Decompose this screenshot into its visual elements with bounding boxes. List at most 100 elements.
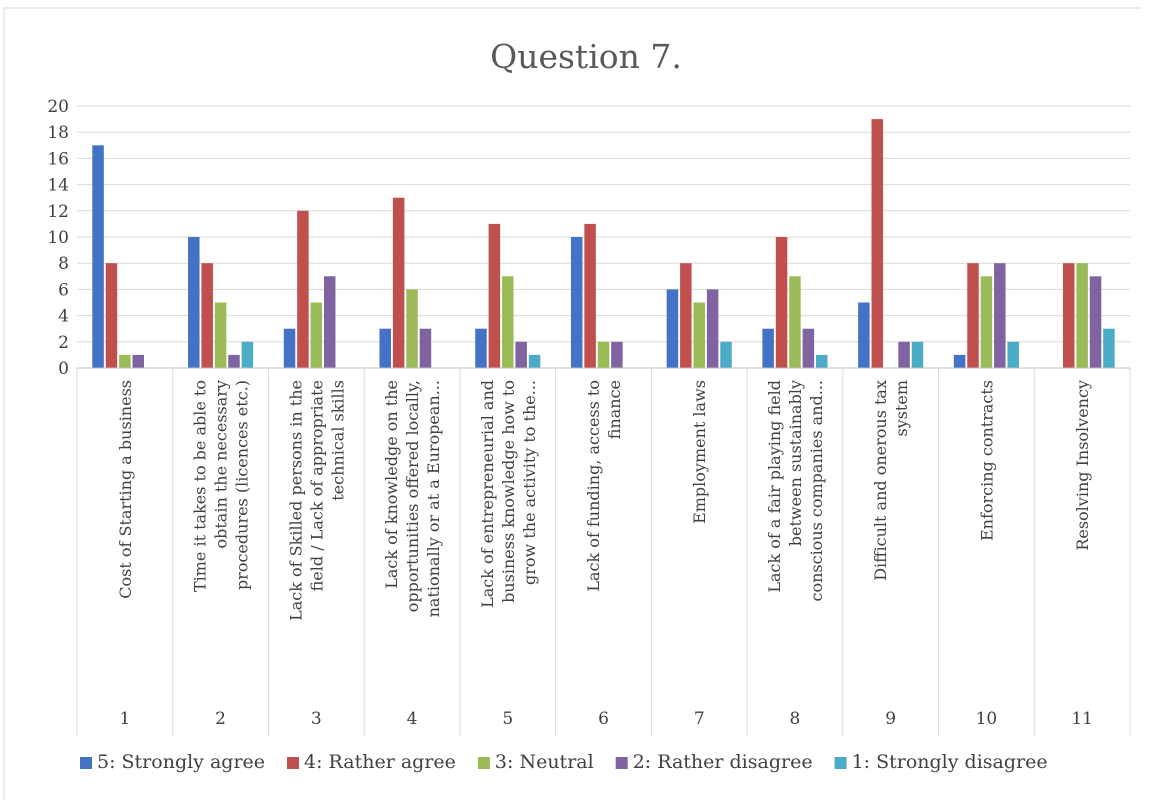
bar [1103, 328, 1115, 368]
bar [611, 341, 623, 368]
bar [762, 328, 774, 368]
y-tick-label: 10 [47, 228, 69, 248]
bar [898, 341, 910, 368]
chart-border [3, 7, 1140, 800]
y-tick-label: 20 [47, 97, 69, 117]
bar [680, 263, 692, 368]
bar [597, 341, 610, 368]
bar [775, 237, 788, 368]
bar [392, 197, 405, 368]
bar [475, 328, 487, 368]
bar [584, 223, 596, 368]
bar [419, 328, 432, 368]
chart-title: Question 7. [490, 37, 682, 76]
legend-label: 3: Neutral [495, 751, 594, 773]
bar [297, 210, 309, 368]
bars [92, 119, 1115, 368]
group-label: 5 [502, 709, 513, 729]
bar [706, 289, 719, 368]
group-labels: 1 2 3 4 5 6 7 8 9 10 11 [119, 709, 1093, 729]
bar [816, 354, 828, 368]
category-label: business knowledge how to [499, 380, 518, 603]
bar [720, 341, 732, 368]
category-label: opportunities offered locally, [403, 380, 422, 612]
group-label: 1 [119, 709, 130, 729]
legend-label: 4: Rather agree [304, 751, 456, 773]
category-label: Lack of a fair playing field [765, 380, 784, 593]
bar [323, 276, 336, 368]
category-label: procedures (licences etc.) [233, 380, 252, 590]
bar [105, 263, 118, 368]
y-axis-ticks: 0 2 4 6 8 10 12 14 16 18 20 [47, 97, 69, 379]
group-label: 3 [311, 709, 322, 729]
y-tick-label: 0 [58, 359, 69, 379]
y-tick-label: 2 [58, 333, 69, 353]
group-label: 4 [407, 709, 418, 729]
bar [528, 354, 541, 368]
y-tick-label: 8 [58, 254, 69, 274]
group-label: 7 [694, 709, 705, 729]
y-tick-label: 14 [47, 176, 69, 196]
category-label: Cost of Starting a business [116, 380, 135, 599]
category-axis-frame [76, 367, 1131, 736]
group-label: 8 [790, 709, 801, 729]
y-tick-label: 16 [47, 149, 69, 169]
category-label: Employment laws [690, 380, 709, 524]
legend-label: 5: Strongly agree [97, 751, 265, 773]
bar [666, 289, 679, 368]
legend-swatch [477, 757, 490, 769]
category-labels: Cost of Starting a business Time it takes… [116, 380, 1092, 621]
bar [1076, 263, 1088, 368]
legend-swatch [834, 757, 847, 769]
category-label: technical skills [328, 380, 347, 501]
bar [502, 276, 514, 368]
group-label: 10 [976, 709, 998, 729]
bar [858, 302, 870, 368]
bar [119, 354, 131, 368]
bar [967, 263, 979, 368]
bar [911, 341, 924, 368]
bar [214, 302, 227, 368]
category-label: field / Lack of appropriate [307, 380, 326, 591]
bar [953, 354, 966, 368]
bar [789, 276, 801, 368]
bar [188, 237, 200, 368]
bar [488, 223, 501, 368]
bar [1089, 276, 1102, 368]
legend-label: 1: Strongly disagree [852, 751, 1048, 773]
category-label: Lack of funding, access to [584, 380, 603, 592]
category-label: finance [605, 380, 624, 439]
category-label: nationally or at a European... [424, 380, 443, 617]
y-tick-label: 6 [58, 280, 69, 300]
y-tick-label: 12 [47, 202, 69, 222]
bar [241, 341, 254, 368]
legend-swatch [615, 757, 628, 769]
bar [283, 328, 296, 368]
y-tick-label: 4 [58, 307, 69, 327]
bar [693, 302, 705, 368]
group-label: 6 [598, 709, 609, 729]
bar [570, 237, 583, 368]
category-label: grow the activity to the... [520, 380, 539, 585]
bar [228, 354, 240, 368]
bar [994, 263, 1006, 368]
bar [802, 328, 815, 368]
bar [406, 289, 418, 368]
category-label: conscious companies and... [807, 380, 826, 602]
category-label: Lack of Skilled persons in the [286, 380, 305, 621]
y-tick-label: 18 [47, 123, 69, 143]
bar [515, 341, 527, 368]
category-label: Difficult and onerous tax [871, 380, 890, 581]
bar [871, 119, 884, 368]
category-label: system [892, 380, 911, 437]
group-label: 11 [1071, 709, 1093, 729]
bar [92, 145, 104, 368]
group-label: 9 [885, 709, 896, 729]
category-label: Enforcing contracts [977, 380, 996, 541]
bar [310, 302, 323, 368]
bar [980, 276, 993, 368]
category-label: obtain the necessary [212, 380, 231, 549]
legend: 5: Strongly agree 4: Rather agree 3: Neutr… [80, 751, 1048, 773]
